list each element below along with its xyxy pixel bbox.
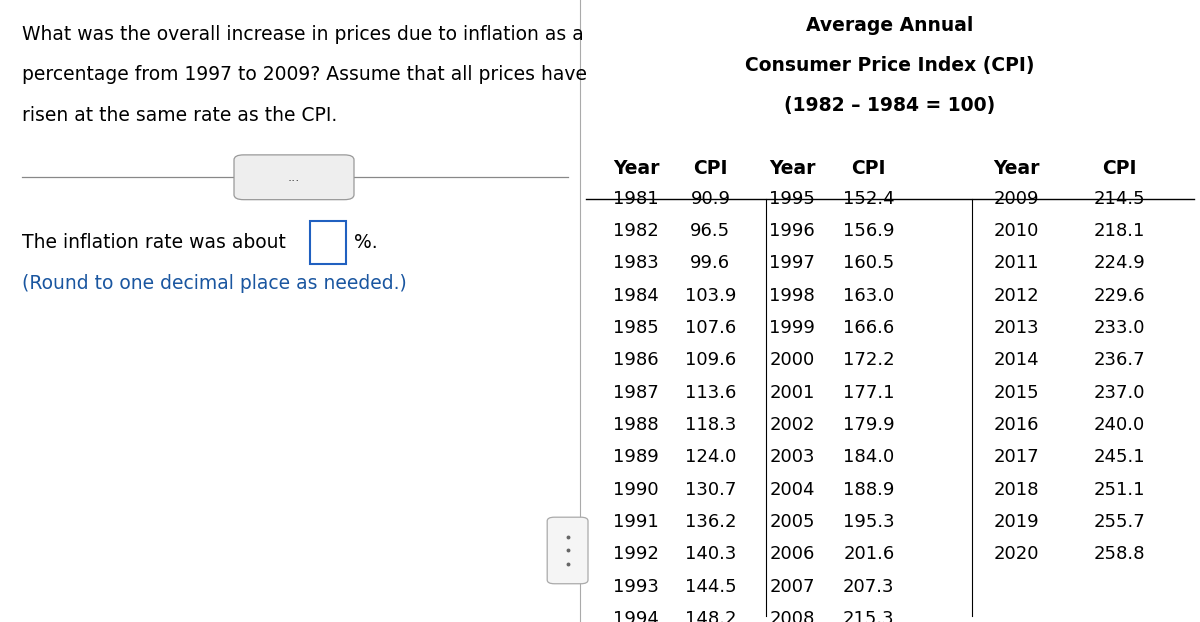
Text: 188.9: 188.9: [844, 481, 894, 499]
Text: 251.1: 251.1: [1094, 481, 1145, 499]
Text: Average Annual: Average Annual: [806, 16, 973, 35]
Text: CPI: CPI: [694, 159, 727, 178]
Text: 2017: 2017: [994, 448, 1039, 466]
Text: 2010: 2010: [994, 222, 1039, 240]
Text: The inflation rate was about: The inflation rate was about: [22, 233, 292, 252]
Text: 229.6: 229.6: [1093, 287, 1146, 305]
Text: Year: Year: [994, 159, 1039, 178]
Text: 236.7: 236.7: [1093, 351, 1146, 369]
Text: 1995: 1995: [769, 190, 815, 208]
Text: 184.0: 184.0: [844, 448, 894, 466]
Text: 130.7: 130.7: [685, 481, 736, 499]
Text: 172.2: 172.2: [842, 351, 895, 369]
Text: Consumer Price Index (CPI): Consumer Price Index (CPI): [745, 56, 1034, 75]
Text: 224.9: 224.9: [1093, 254, 1146, 272]
Text: 1984: 1984: [613, 287, 659, 305]
Text: 2019: 2019: [994, 513, 1039, 531]
Text: percentage from 1997 to 2009? Assume that all prices have: percentage from 1997 to 2009? Assume tha…: [22, 65, 587, 85]
Text: 1985: 1985: [613, 319, 659, 337]
Text: 109.6: 109.6: [685, 351, 736, 369]
Text: 1982: 1982: [613, 222, 659, 240]
Text: 99.6: 99.6: [690, 254, 731, 272]
Text: 218.1: 218.1: [1094, 222, 1145, 240]
Text: 90.9: 90.9: [690, 190, 731, 208]
Text: CPI: CPI: [1103, 159, 1136, 178]
Text: 258.8: 258.8: [1094, 545, 1145, 564]
Text: 166.6: 166.6: [844, 319, 894, 337]
Text: 2011: 2011: [994, 254, 1039, 272]
FancyBboxPatch shape: [310, 221, 346, 264]
Text: 2012: 2012: [994, 287, 1039, 305]
Text: 2003: 2003: [769, 448, 815, 466]
Text: 156.9: 156.9: [844, 222, 894, 240]
Text: 118.3: 118.3: [685, 416, 736, 434]
Text: 124.0: 124.0: [685, 448, 736, 466]
Text: 2008: 2008: [769, 610, 815, 622]
Text: 96.5: 96.5: [690, 222, 731, 240]
Text: 1981: 1981: [613, 190, 659, 208]
Text: 1988: 1988: [613, 416, 659, 434]
Text: 1992: 1992: [613, 545, 659, 564]
Text: 177.1: 177.1: [844, 384, 894, 402]
Text: What was the overall increase in prices due to inflation as a: What was the overall increase in prices …: [22, 25, 583, 44]
Text: 2002: 2002: [769, 416, 815, 434]
Text: (Round to one decimal place as needed.): (Round to one decimal place as needed.): [22, 274, 407, 292]
Text: 2013: 2013: [994, 319, 1039, 337]
Text: 1997: 1997: [769, 254, 815, 272]
Text: 215.3: 215.3: [842, 610, 895, 622]
Text: 2020: 2020: [994, 545, 1039, 564]
Text: 2018: 2018: [994, 481, 1039, 499]
Text: 1983: 1983: [613, 254, 659, 272]
Text: 163.0: 163.0: [844, 287, 894, 305]
Text: 195.3: 195.3: [842, 513, 895, 531]
Text: 1991: 1991: [613, 513, 659, 531]
Text: 103.9: 103.9: [685, 287, 736, 305]
FancyBboxPatch shape: [547, 518, 588, 583]
Text: 2005: 2005: [769, 513, 815, 531]
Text: 2016: 2016: [994, 416, 1039, 434]
Text: 1993: 1993: [613, 578, 659, 596]
Text: 2009: 2009: [994, 190, 1039, 208]
Text: 2001: 2001: [769, 384, 815, 402]
Text: 136.2: 136.2: [685, 513, 736, 531]
Text: 2007: 2007: [769, 578, 815, 596]
Text: (1982 – 1984 = 100): (1982 – 1984 = 100): [784, 96, 996, 116]
Text: 214.5: 214.5: [1093, 190, 1146, 208]
Text: 237.0: 237.0: [1094, 384, 1145, 402]
Text: 2015: 2015: [994, 384, 1039, 402]
Text: %.: %.: [354, 233, 378, 252]
Text: 245.1: 245.1: [1093, 448, 1146, 466]
Text: 255.7: 255.7: [1093, 513, 1146, 531]
Text: 2006: 2006: [769, 545, 815, 564]
Text: Year: Year: [613, 159, 659, 178]
Text: 140.3: 140.3: [685, 545, 736, 564]
Text: 179.9: 179.9: [842, 416, 895, 434]
Text: CPI: CPI: [852, 159, 886, 178]
Text: 107.6: 107.6: [685, 319, 736, 337]
Text: 233.0: 233.0: [1094, 319, 1145, 337]
Text: 2014: 2014: [994, 351, 1039, 369]
Text: 148.2: 148.2: [685, 610, 736, 622]
Text: 1987: 1987: [613, 384, 659, 402]
Text: 1998: 1998: [769, 287, 815, 305]
Text: 207.3: 207.3: [844, 578, 894, 596]
Text: Year: Year: [769, 159, 815, 178]
Text: 113.6: 113.6: [685, 384, 736, 402]
Text: 240.0: 240.0: [1094, 416, 1145, 434]
Text: 2000: 2000: [769, 351, 815, 369]
Text: 160.5: 160.5: [844, 254, 894, 272]
Text: 1986: 1986: [613, 351, 659, 369]
Text: 2004: 2004: [769, 481, 815, 499]
FancyBboxPatch shape: [234, 155, 354, 200]
Text: 152.4: 152.4: [842, 190, 895, 208]
Text: 1994: 1994: [613, 610, 659, 622]
Text: 1990: 1990: [613, 481, 659, 499]
Text: 1996: 1996: [769, 222, 815, 240]
Text: 144.5: 144.5: [684, 578, 737, 596]
Text: 1989: 1989: [613, 448, 659, 466]
Text: ...: ...: [288, 171, 300, 183]
Text: risen at the same rate as the CPI.: risen at the same rate as the CPI.: [22, 106, 337, 125]
Text: 201.6: 201.6: [844, 545, 894, 564]
Text: 1999: 1999: [769, 319, 815, 337]
